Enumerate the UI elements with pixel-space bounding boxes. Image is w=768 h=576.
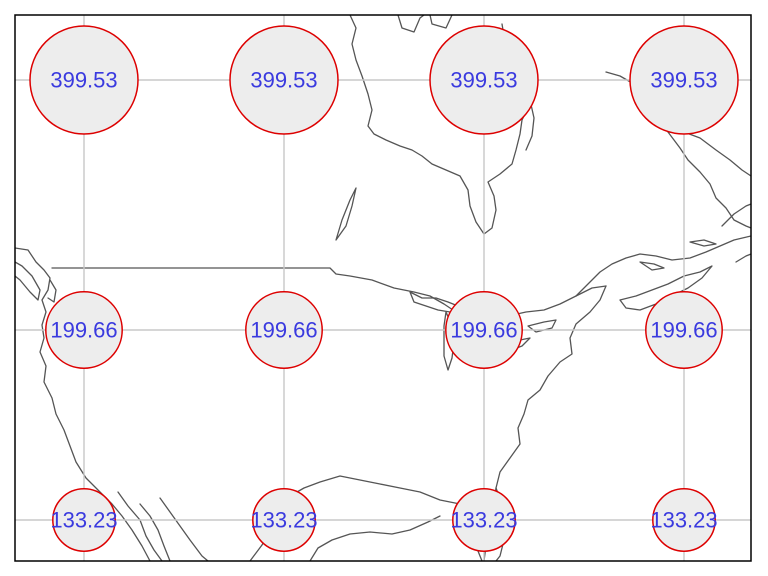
value-circle	[645, 291, 723, 369]
value-circle	[452, 488, 516, 552]
value-label: 133.23	[650, 508, 717, 533]
vancouver-island	[15, 261, 41, 301]
puget-sound	[47, 279, 57, 303]
value-circle	[245, 291, 323, 369]
value-label: 133.23	[250, 508, 317, 533]
value-label: 133.23	[450, 508, 517, 533]
lake-ontario	[527, 319, 557, 333]
mexico-pacific-coast	[159, 497, 209, 561]
value-circle	[629, 25, 739, 135]
value-label: 133.23	[50, 508, 117, 533]
anticosti-island	[689, 239, 717, 247]
st-lawrence-coast	[575, 235, 751, 297]
value-circle	[45, 291, 123, 369]
value-circle	[429, 25, 539, 135]
value-label: 199.66	[50, 318, 117, 343]
value-circle	[445, 291, 523, 369]
nova-scotia	[619, 265, 713, 311]
value-label: 199.66	[250, 318, 317, 343]
map-background	[15, 15, 751, 561]
baja-peninsula	[117, 491, 171, 561]
value-circle	[252, 488, 316, 552]
value-label: 199.66	[650, 318, 717, 343]
value-label: 399.53	[650, 68, 717, 93]
prince-edward-island	[639, 261, 665, 271]
value-circle	[52, 488, 116, 552]
us-canada-border	[51, 267, 607, 321]
value-label: 199.66	[450, 318, 517, 343]
value-circle	[229, 25, 339, 135]
lake-winnipeg	[335, 187, 357, 241]
value-label: 399.53	[250, 68, 317, 93]
value-circle	[29, 25, 139, 135]
yucatan-coast	[309, 515, 441, 561]
value-label: 399.53	[450, 68, 517, 93]
proportional-symbols: 399.53 399.53 399.53 399.53 199.66 199.66 199.…	[29, 25, 739, 552]
newfoundland	[721, 203, 751, 263]
map-border	[14, 14, 752, 562]
arctic-coast	[397, 15, 453, 33]
west-coastline	[15, 247, 151, 561]
value-label: 399.53	[50, 68, 117, 93]
value-circle	[652, 488, 716, 552]
